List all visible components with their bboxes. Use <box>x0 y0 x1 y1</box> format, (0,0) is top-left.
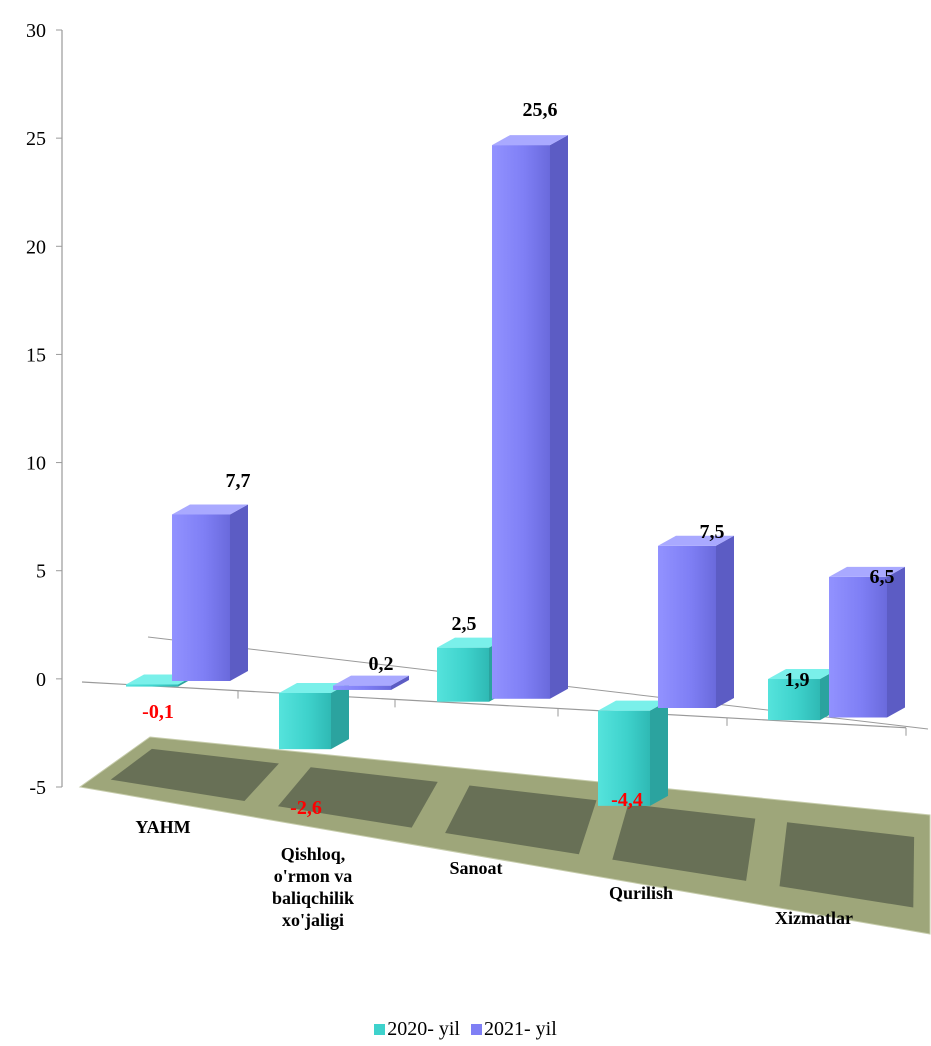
bar-top-face <box>333 675 409 686</box>
data-label-2021: 6,5 <box>870 566 895 588</box>
category-label-line: o'rmon va <box>274 866 353 886</box>
legend-item-2021[interactable]: 2021- yil <box>471 1018 557 1041</box>
bar-2021 <box>658 535 734 708</box>
bar-front-face <box>829 576 887 718</box>
bar-front-face <box>172 514 230 681</box>
y-tick-label: 20 <box>26 236 46 258</box>
bar-top-face <box>172 504 248 515</box>
category-label-line: xo'jaligi <box>282 910 344 930</box>
x-axis-line <box>81 681 907 729</box>
bar-side-face <box>391 675 409 690</box>
bar-2021 <box>172 504 248 681</box>
bar-2020 <box>598 700 668 806</box>
bar-top-face <box>279 682 349 693</box>
legend-swatch-2021 <box>471 1024 482 1035</box>
data-label-2021: 0,2 <box>369 653 394 675</box>
bar-top-face <box>492 135 568 146</box>
chart-labels: -0,1 7,7 -2,6 0,2 2,5 25,6 -4,4 7,5 1,9 6,5 YAHM Qi… <box>135 99 894 930</box>
category-label-line: Qurilish <box>609 883 673 903</box>
bar-top-face <box>768 669 838 680</box>
bar-front-face <box>126 684 178 687</box>
y-tick-label: 25 <box>26 128 46 150</box>
data-label-2021: 25,6 <box>523 99 558 121</box>
category-label: Qurilish <box>609 883 673 903</box>
y-tick-label: 10 <box>26 453 46 475</box>
legend-swatch-2020 <box>374 1024 386 1035</box>
data-label-2020: -2,6 <box>290 797 322 819</box>
bar-front-face <box>492 145 550 699</box>
floor-cell <box>277 767 438 828</box>
data-label-2021: 7,7 <box>226 470 251 492</box>
category-label-line: YAHM <box>135 817 190 837</box>
legend-label-2021: 2021- yil <box>484 1018 557 1040</box>
bar-side-face <box>331 682 349 750</box>
chart-bars <box>126 135 905 806</box>
bar-top-face <box>829 566 905 577</box>
data-label-2020: 1,9 <box>785 669 810 691</box>
data-label-2020: -4,4 <box>611 789 643 811</box>
floor-cell <box>110 748 279 801</box>
chart-legend: 2020- yil 2021- yil <box>0 1018 931 1041</box>
data-label-2020: -0,1 <box>142 701 174 723</box>
y-tick-label: 30 <box>26 20 46 42</box>
bar-front-face <box>279 692 331 750</box>
y-tick-label: 5 <box>36 561 46 583</box>
bar-top-face <box>598 700 668 711</box>
legend-item-2020[interactable]: 2020- yil <box>374 1018 460 1041</box>
data-label-2021: 7,5 <box>700 521 725 543</box>
category-label: Qishloq, o'rmon va baliqchilik xo'jaligi <box>272 844 354 930</box>
bar-front-face <box>768 679 820 721</box>
category-label: Sanoat <box>449 858 502 878</box>
bar-2021 <box>492 135 568 699</box>
y-tick-label: -5 <box>29 777 46 799</box>
bar-side-face <box>887 566 905 718</box>
category-label: YAHM <box>135 817 190 837</box>
bar-2021 <box>829 566 905 718</box>
chart-floor <box>78 736 931 935</box>
y-tick-label: 15 <box>26 344 46 366</box>
bar-side-face <box>230 504 248 681</box>
data-label-2020: 2,5 <box>452 613 477 635</box>
floor-cell <box>779 822 915 908</box>
bar-front-face <box>598 710 650 806</box>
bar-front-face <box>658 545 716 708</box>
bar-front-face <box>437 647 489 702</box>
category-label: Xizmatlar <box>775 908 853 928</box>
category-label-line: Sanoat <box>449 858 502 878</box>
category-label-line: Qishloq, <box>281 844 346 864</box>
category-label-line: Xizmatlar <box>775 908 853 928</box>
category-label-line: baliqchilik <box>272 888 354 908</box>
bar-side-face <box>550 135 568 699</box>
y-tick-label: 0 <box>36 669 46 691</box>
legend-label-2020: 2020- yil <box>387 1018 460 1040</box>
bar-side-face <box>650 700 668 806</box>
bar-2020 <box>279 682 349 750</box>
bar-side-face <box>716 535 734 708</box>
floor-cell <box>612 803 756 881</box>
bar-top-face <box>658 535 734 546</box>
bar-front-face <box>333 685 391 690</box>
bar-2021 <box>333 675 409 690</box>
bar-top-face <box>437 637 507 648</box>
floor-cell <box>445 785 597 855</box>
bar-2020 <box>768 669 838 721</box>
